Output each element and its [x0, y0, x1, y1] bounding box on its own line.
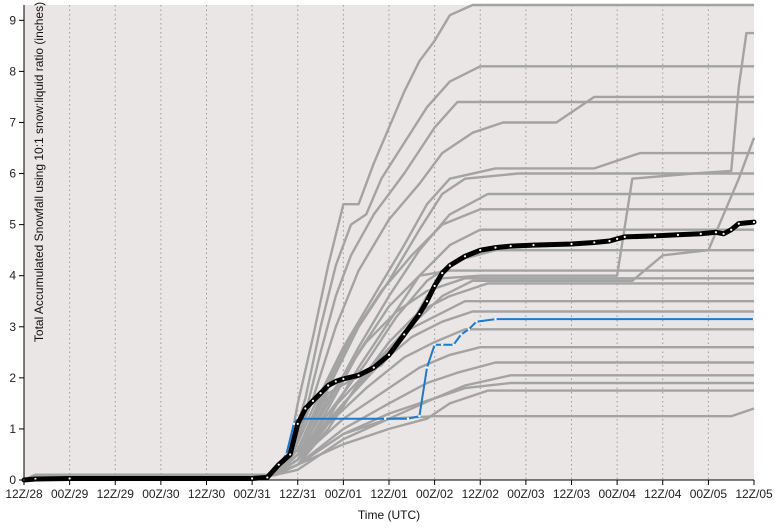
mean-point-33	[654, 234, 657, 237]
mean-point-10	[319, 392, 322, 395]
mean-point-31	[616, 237, 619, 241]
x-axis-tick-labels: 12Z/28 00Z/29 12Z/29 00Z/30 12Z/30 00Z/31 12Z/…	[5, 480, 773, 501]
x-tick-label-6: 12Z/31	[279, 487, 317, 501]
highlight-point-15	[460, 333, 463, 336]
y-tick-label-4: 4	[9, 269, 16, 283]
mean-point-25	[494, 246, 497, 249]
mean-point-9	[311, 399, 315, 402]
highlight-point-6	[292, 422, 296, 426]
mean-point-30	[608, 239, 611, 243]
x-tick-label-12: 12Z/03	[553, 487, 591, 501]
y-tick-label-3: 3	[9, 320, 16, 334]
x-tick-label-14: 12Z/04	[644, 487, 682, 501]
mean-point-7	[296, 422, 299, 425]
y-tick-label-9: 9	[9, 13, 16, 27]
y-tick-label-2: 2	[9, 371, 16, 385]
highlight-point-16	[467, 328, 471, 331]
x-tick-label-8: 12Z/01	[370, 487, 408, 501]
mean-point-8	[304, 407, 307, 410]
x-tick-label-15: 00Z/05	[690, 487, 728, 501]
x-tick-label-2: 12Z/29	[97, 487, 135, 501]
x-tick-label-11: 00Z/03	[507, 487, 545, 501]
y-axis-tick-labels: 0 1 2 3 4 5 6 7 8 9	[9, 13, 24, 487]
x-tick-label-16: 12Z/05	[735, 487, 773, 501]
mean-point-11	[327, 384, 330, 387]
y-axis-title: Total Accumulated Snowfall using 10:1 sn…	[32, 2, 46, 342]
mean-point-19	[425, 300, 429, 303]
mean-point-37	[722, 232, 725, 235]
mean-point-22	[448, 264, 451, 267]
mean-point-35	[699, 232, 702, 235]
mean-point-29	[593, 241, 596, 244]
mean-point-15	[372, 366, 375, 369]
highlight-point-11	[425, 366, 429, 369]
mean-point-4	[266, 476, 269, 479]
mean-point-18	[418, 312, 421, 316]
mean-point-36	[714, 231, 718, 234]
highlight-point-8	[383, 417, 387, 420]
highlight-point-17	[475, 320, 478, 323]
x-tick-label-1: 00Z/29	[51, 487, 89, 501]
highlight-point-10	[418, 414, 421, 418]
x-axis-title: Time (UTC)	[358, 508, 420, 522]
mean-point-16	[387, 353, 391, 356]
x-tick-label-5: 00Z/31	[233, 487, 271, 501]
x-tick-label-13: 00Z/04	[598, 487, 636, 501]
x-tick-label-10: 12Z/02	[462, 487, 500, 501]
y-tick-label-1: 1	[9, 422, 16, 436]
y-tick-label-6: 6	[9, 167, 16, 181]
mean-point-34	[676, 233, 680, 236]
mean-point-13	[342, 377, 345, 380]
ensemble-mean-line	[21, 219, 757, 483]
highlight-point-9	[406, 417, 410, 420]
y-tick-label-5: 5	[9, 218, 16, 232]
highlight-point-18	[494, 317, 497, 321]
mean-point-28	[570, 242, 573, 246]
mean-point-21	[441, 272, 444, 275]
mean-point-40	[752, 220, 756, 224]
mean-point-5	[277, 463, 280, 466]
y-tick-label-0: 0	[9, 473, 16, 487]
mean-point-3	[251, 477, 254, 480]
mean-point-26	[509, 244, 512, 248]
y-tick-label-7: 7	[9, 115, 16, 129]
mean-point-17	[403, 333, 406, 336]
highlight-point-13	[441, 343, 444, 346]
mean-point-32	[623, 235, 626, 238]
highlight-point-14	[452, 343, 455, 346]
x-tick-label-3: 00Z/30	[142, 487, 180, 501]
mean-point-23	[463, 255, 467, 258]
mean-point-2	[68, 477, 71, 480]
mean-point-38	[730, 228, 733, 231]
x-tick-label-7: 00Z/01	[325, 487, 363, 501]
plot-area-background	[24, 5, 754, 480]
mean-point-6	[289, 453, 292, 456]
mean-point-14	[357, 374, 360, 377]
mean-point-24	[479, 249, 482, 252]
x-tick-label-4: 12Z/30	[188, 487, 226, 501]
highlight-point-12	[433, 343, 436, 346]
x-tick-label-9: 00Z/02	[416, 487, 454, 501]
mean-point-12	[334, 380, 337, 383]
member-series-line-24	[23, 137, 756, 482]
y-tick-label-8: 8	[9, 64, 16, 78]
mean-point-27	[532, 243, 535, 247]
highlight-point-19	[752, 317, 756, 321]
mean-point-20	[433, 284, 436, 288]
x-tick-label-0: 12Z/28	[5, 487, 43, 501]
mean-point-39	[737, 222, 740, 225]
